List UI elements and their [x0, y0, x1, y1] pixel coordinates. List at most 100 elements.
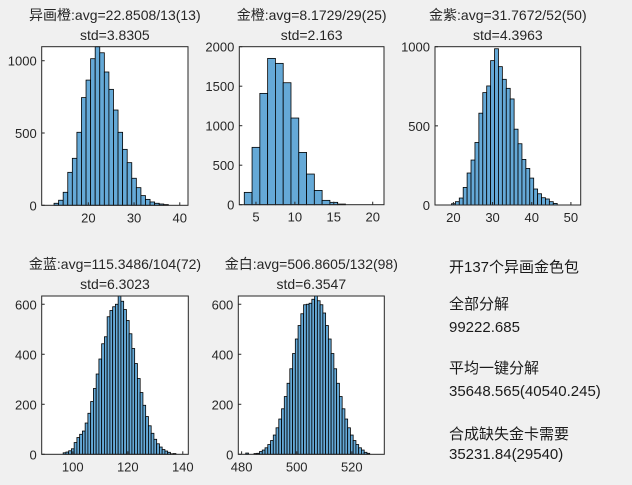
histogram-bar: [103, 71, 110, 206]
info-heading: 开137个异画金色包: [449, 259, 580, 276]
histogram-bar: [142, 404, 147, 455]
histogram-bar: [93, 388, 97, 455]
histogram-bar: [327, 338, 332, 455]
histogram-bar: [521, 159, 527, 206]
histogram-bar: [322, 312, 327, 455]
histogram-bar: [120, 300, 125, 455]
histogram-bar: [286, 382, 291, 455]
info-value-full-decompose: 99222.685: [449, 319, 520, 336]
histogram-bar: [319, 304, 324, 455]
histogram-bar: [505, 87, 511, 206]
histogram-bar: [90, 401, 94, 455]
chart-subtitle: std=6.3023: [80, 276, 150, 292]
info-label-full-decompose: 全部分解: [449, 296, 510, 313]
histogram-bar: [84, 422, 89, 455]
y-tick-label: 1000: [8, 54, 37, 69]
histogram-bar: [128, 333, 133, 455]
histogram-bar: [131, 348, 136, 455]
histogram-bar: [87, 412, 92, 455]
y-tick-label: 1000: [205, 119, 234, 134]
histogram-bar: [458, 197, 464, 206]
histogram-bar: [294, 338, 299, 455]
histogram-bar: [292, 353, 296, 455]
histogram-bar: [494, 48, 499, 206]
histogram-bar: [150, 432, 155, 455]
histogram-bar: [498, 66, 503, 206]
histogram-bar: [106, 316, 111, 455]
histogram-bar: [139, 392, 144, 455]
histogram-bar: [148, 425, 152, 455]
histogram-bar: [482, 92, 488, 206]
y-tick-label: 600: [212, 297, 234, 312]
info-label-avg-decompose: 平均一键分解: [449, 360, 540, 377]
x-tick-label: 10: [288, 210, 302, 225]
histogram-bar: [101, 343, 105, 455]
histogram-bar: [541, 197, 546, 206]
x-tick-label: 100: [62, 459, 84, 474]
histogram-bar: [76, 131, 82, 206]
x-tick-label: 120: [117, 459, 139, 474]
histogram-bar: [272, 434, 277, 455]
histogram-bar: [486, 85, 492, 206]
histogram-bar: [94, 46, 101, 206]
chart-subtitle: std=4.3963: [473, 27, 543, 43]
y-tick-label: 600: [15, 297, 37, 312]
histogram-bar: [131, 177, 137, 206]
histogram-bar: [153, 438, 158, 455]
histogram-bar: [123, 309, 127, 455]
y-tick-label: 2000: [205, 40, 234, 55]
x-tick-label: 20: [365, 210, 379, 225]
histogram-bar: [68, 450, 72, 455]
histogram-bar: [533, 188, 539, 206]
y-tick-label: 200: [15, 397, 37, 412]
histogram-bar: [156, 443, 160, 455]
histogram-bar: [300, 313, 304, 455]
histogram-bar: [297, 325, 302, 455]
histogram-bar: [79, 433, 83, 455]
chart-title: 异画橙:avg=22.8508/13(13): [29, 7, 201, 23]
histogram-bar: [275, 62, 284, 206]
histogram-bar: [466, 172, 472, 206]
histogram-bar: [81, 97, 87, 206]
histogram-bar: [145, 198, 151, 206]
histogram-bar: [290, 117, 300, 206]
y-tick-label: 200: [212, 397, 234, 412]
histogram-bar: [126, 162, 133, 206]
chart-title: 金橙:avg=8.1729/29(25): [237, 7, 387, 23]
histogram-bar: [115, 303, 119, 455]
histogram-bar: [470, 159, 476, 206]
histogram-bar: [98, 358, 103, 455]
histogram-bar: [99, 52, 105, 206]
histogram-bar: [264, 447, 269, 455]
histogram-bar: [117, 131, 124, 206]
histogram-bar: [281, 408, 285, 455]
x-tick-label: 20: [81, 210, 95, 225]
histogram-bar: [325, 325, 329, 455]
histogram-bar: [303, 304, 307, 455]
histogram-bar: [275, 427, 280, 455]
histogram-bar: [330, 353, 335, 455]
x-tick-label: 40: [525, 210, 539, 225]
histogram-bar: [104, 336, 108, 455]
x-tick-label: 40: [173, 210, 187, 225]
histogram-bar: [282, 82, 292, 206]
histogram-bar: [71, 157, 78, 206]
histogram-bar: [270, 440, 274, 455]
x-tick-label: 500: [286, 459, 308, 474]
x-tick-label: 20: [446, 210, 460, 225]
histogram-bar: [298, 152, 307, 206]
histogram-2: 5 10 15 20 0 500 1000 1500 2000 金橙:avg=8.1729/29(…: [205, 7, 386, 225]
histogram-bar: [545, 198, 550, 206]
histogram-bar: [358, 447, 362, 455]
histogram-bar: [321, 199, 331, 206]
histogram-bar: [474, 142, 480, 206]
histogram-bar: [134, 363, 138, 455]
y-tick-label: 0: [29, 447, 36, 462]
histogram-bar: [517, 143, 523, 206]
y-tick-label: 400: [212, 347, 234, 362]
histogram-bar: [135, 187, 142, 206]
info-value-synthesis-need: 35231.84(29540): [449, 446, 564, 463]
histogram-bar: [352, 440, 357, 455]
info-label-synthesis-need: 合成缺失金卡需要: [449, 426, 570, 443]
